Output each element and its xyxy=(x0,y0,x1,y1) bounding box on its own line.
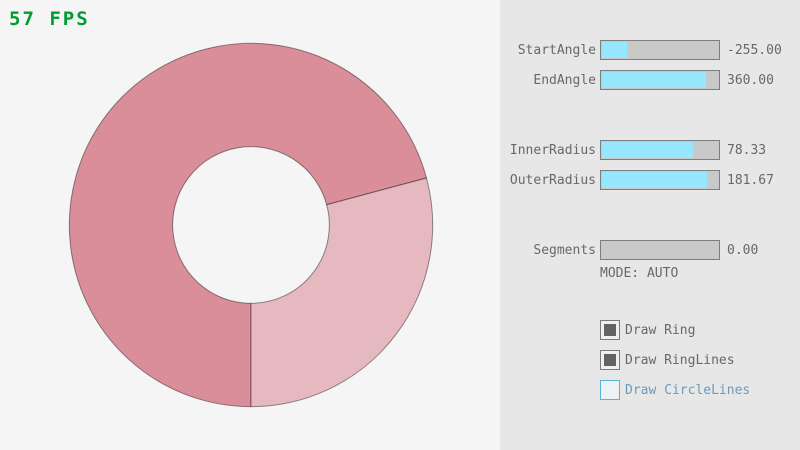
start-angle-label: StartAngle xyxy=(517,42,596,58)
slider-row-start-angle: StartAngle -255.00 xyxy=(500,40,800,60)
draw-circlelines-checkbox[interactable] xyxy=(600,380,620,400)
slider-fill xyxy=(602,142,693,158)
segments-value: 0.00 xyxy=(727,242,759,258)
segments-slider[interactable] xyxy=(600,240,720,260)
inner-radius-label: InnerRadius xyxy=(509,142,596,158)
start-angle-slider[interactable] xyxy=(600,40,720,60)
outer-radius-label: OuterRadius xyxy=(509,172,596,188)
ring-canvas xyxy=(68,42,434,408)
slider-row-outer-radius: OuterRadius 181.67 xyxy=(500,170,800,190)
end-angle-label: EndAngle xyxy=(533,72,596,88)
segments-label: Segments xyxy=(533,242,596,258)
outer-radius-slider[interactable] xyxy=(600,170,720,190)
slider-row-segments: Segments 0.00 xyxy=(500,240,800,260)
draw-ring-checkbox[interactable] xyxy=(600,320,620,340)
outer-radius-value: 181.67 xyxy=(727,172,774,188)
slider-fill xyxy=(602,172,708,188)
start-angle-value: -255.00 xyxy=(727,42,782,58)
end-angle-slider[interactable] xyxy=(600,70,720,90)
slider-fill xyxy=(602,72,707,88)
inner-radius-value: 78.33 xyxy=(727,142,767,158)
slider-row-inner-radius: InnerRadius 78.33 xyxy=(500,140,800,160)
draw-circlelines-checkbox-label: Draw CircleLines xyxy=(625,382,751,398)
mode-auto-text: MODE: AUTO xyxy=(600,266,679,281)
checkbox-check-mark-icon xyxy=(604,324,616,336)
draw-ringlines-checkbox-label: Draw RingLines xyxy=(625,352,735,368)
checkbox-check-mark-icon xyxy=(604,354,616,366)
checkbox-row-draw-ringlines: Draw RingLines xyxy=(600,350,735,370)
checkbox-row-draw-circlelines: Draw CircleLines xyxy=(600,380,750,400)
ring-segment-single-light xyxy=(250,177,434,408)
inner-radius-slider[interactable] xyxy=(600,140,720,160)
slider-row-end-angle: EndAngle 360.00 xyxy=(500,70,800,90)
end-angle-value: 360.00 xyxy=(727,72,774,88)
slider-fill xyxy=(602,42,628,58)
draw-ringlines-checkbox[interactable] xyxy=(600,350,620,370)
draw-ring-checkbox-label: Draw Ring xyxy=(625,322,696,338)
controls-panel: StartAngle -255.00 EndAngle 360.00 Inner… xyxy=(500,0,800,450)
checkbox-row-draw-ring: Draw Ring xyxy=(600,320,695,340)
fps-counter: 57 FPS xyxy=(9,8,90,30)
ring-segment-overlap-dark xyxy=(68,42,428,408)
